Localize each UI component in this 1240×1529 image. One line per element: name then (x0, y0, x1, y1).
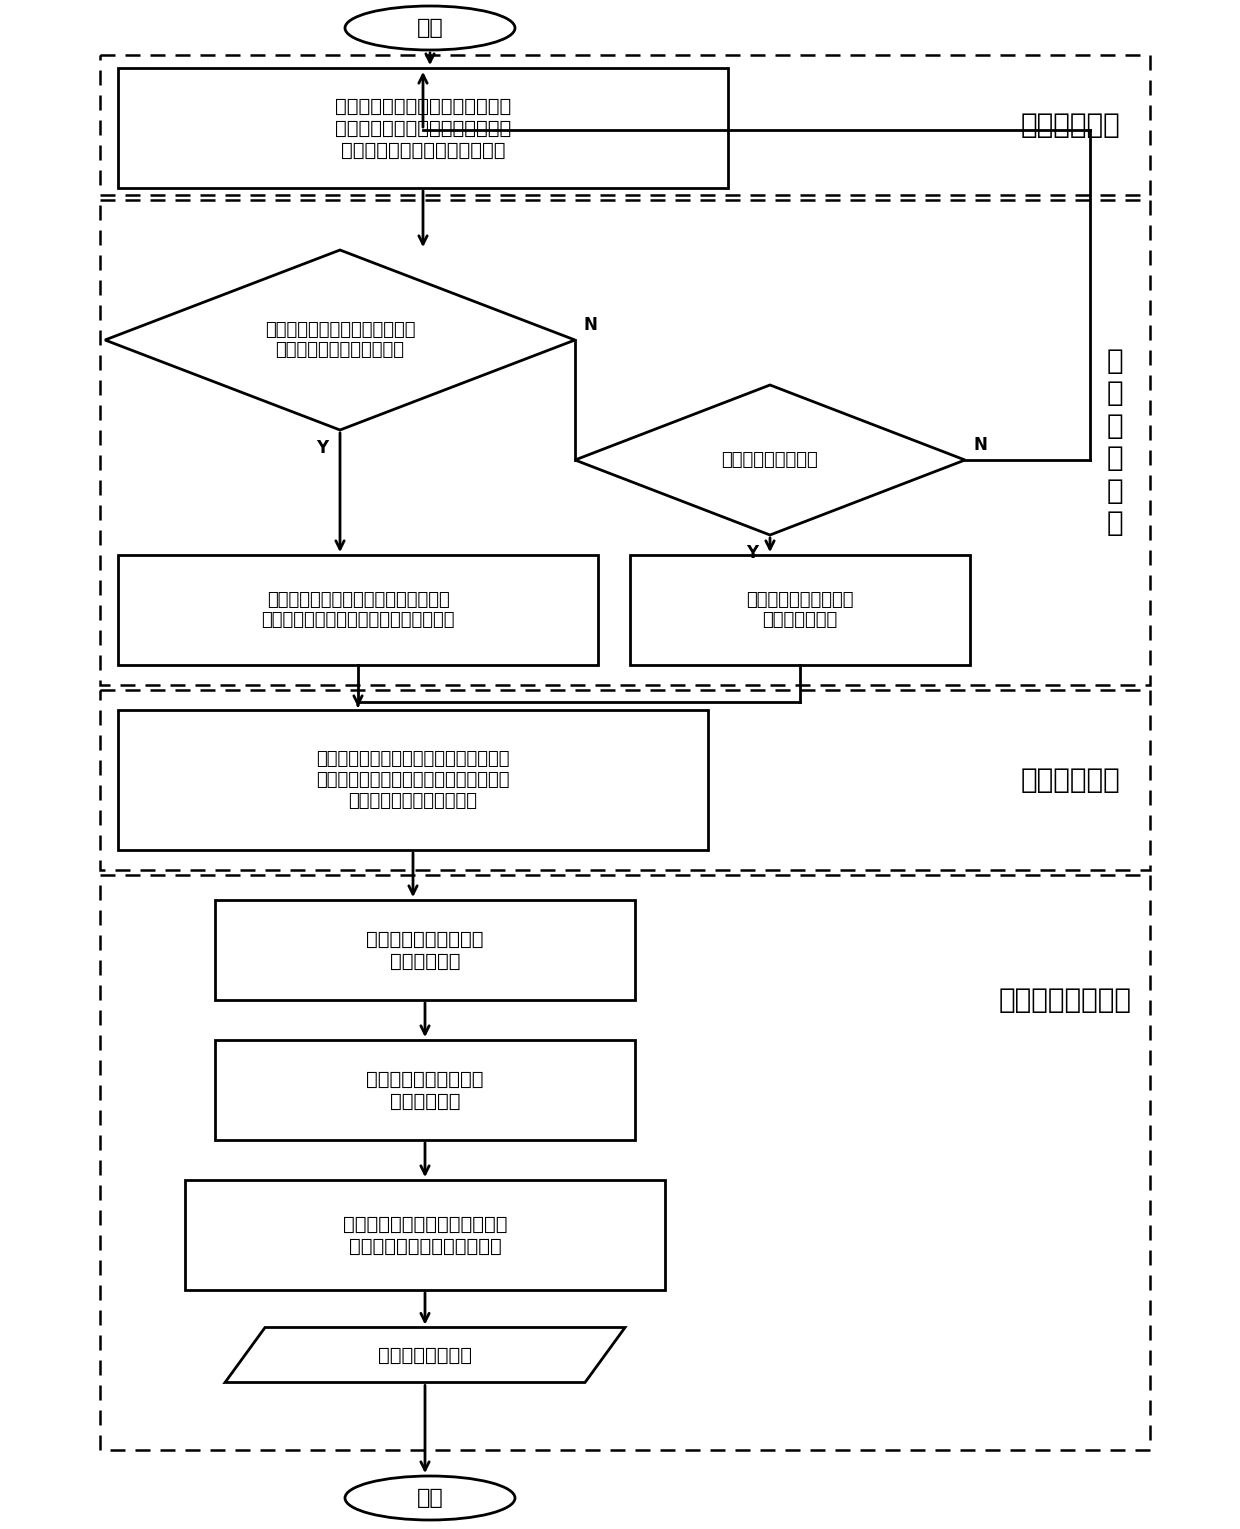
Text: 通过电机转速控制单元
控制电机转速: 通过电机转速控制单元 控制电机转速 (366, 930, 484, 971)
Text: 输出：制动夹紧力: 输出：制动夹紧力 (378, 1346, 472, 1364)
Text: 夹紧力控制模式，输出
目标夹紧力信号: 夹紧力控制模式，输出 目标夹紧力信号 (746, 590, 854, 630)
Text: 通过电机驱动单元驱动电机及执
行机构运转，输出制动夹紧力: 通过电机驱动单元驱动电机及执 行机构运转，输出制动夹紧力 (342, 1214, 507, 1255)
Text: 上
层
控
制
模
块: 上 层 控 制 模 块 (1106, 347, 1123, 537)
Text: 输入：加速踏板开度数值、加速踏
板开度变化率数值、制动踏板开度
数值、制动踏板开度变化率数值: 输入：加速踏板开度数值、加速踏 板开度变化率数值、制动踏板开度 数值、制动踏板开… (335, 96, 511, 159)
Text: 通过夹紧力控制单元或运动转换装置直线
运动行程控制单元的反馈调节作用决第三
相无刷直流电机的目标转速: 通过夹紧力控制单元或运动转换装置直线 运动行程控制单元的反馈调节作用决第三 相无… (316, 751, 510, 810)
Bar (630, 555, 970, 665)
Bar (100, 200, 1149, 685)
Ellipse shape (345, 1475, 515, 1520)
Text: N: N (583, 317, 596, 333)
Text: Y: Y (746, 544, 758, 563)
Polygon shape (575, 385, 965, 535)
Text: 驾驶员踩下制动踏板: 驾驶员踩下制动踏板 (722, 451, 818, 469)
Text: Y: Y (316, 439, 329, 457)
Ellipse shape (345, 6, 515, 50)
Polygon shape (105, 251, 575, 430)
Text: 通过电机电流控制单元
控制电机电流: 通过电机电流控制单元 控制电机电流 (366, 1069, 484, 1110)
Text: 驾驶员以中等速率或较快速率松
开加速踏板或踩下加速踏板: 驾驶员以中等速率或较快速率松 开加速踏板或踩下加速踏板 (265, 321, 415, 359)
Text: N: N (973, 436, 987, 454)
Bar (100, 55, 1149, 196)
Bar (100, 875, 1149, 1449)
Text: 执行机构控制模块: 执行机构控制模块 (998, 986, 1131, 1014)
Bar (215, 901, 635, 1000)
Text: 开始: 开始 (417, 18, 444, 38)
Bar (100, 690, 1149, 870)
Bar (185, 1180, 665, 1290)
Text: 运动转换装置直线运动行程控制模式，
输出运动转换装置直线运动目标位置信号: 运动转换装置直线运动行程控制模式， 输出运动转换装置直线运动目标位置信号 (262, 590, 455, 630)
Text: 信号采集模块: 信号采集模块 (1021, 112, 1120, 139)
Bar (118, 709, 708, 850)
Polygon shape (224, 1327, 625, 1382)
Text: 结束: 结束 (417, 1488, 444, 1508)
Bar (215, 1040, 635, 1141)
Bar (118, 67, 728, 188)
Text: 下层控制模块: 下层控制模块 (1021, 766, 1120, 794)
Bar (118, 555, 598, 665)
